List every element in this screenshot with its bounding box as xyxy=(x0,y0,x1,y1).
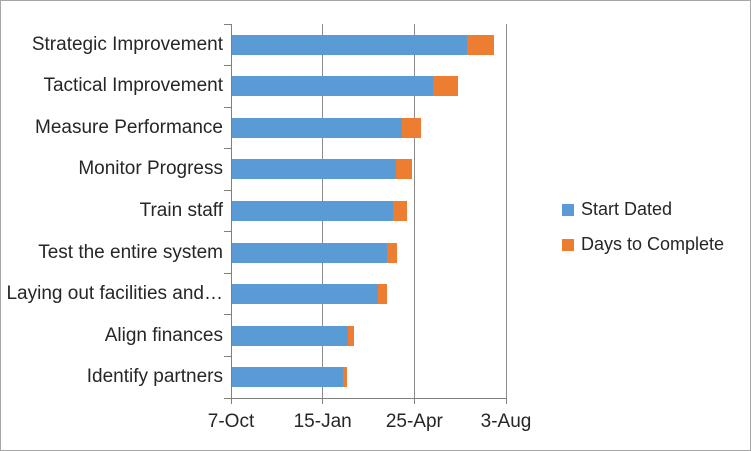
bar-start-dated[interactable] xyxy=(232,325,348,346)
category-axis-tick xyxy=(224,148,231,150)
category-axis-tick xyxy=(224,272,231,274)
date-axis-label: 25-Apr xyxy=(385,411,443,432)
task-bar-row xyxy=(232,284,387,305)
category-axis-tick xyxy=(224,397,231,399)
category-axis-tick xyxy=(224,65,231,67)
bar-start-dated[interactable] xyxy=(232,76,433,97)
bar-start-dated[interactable] xyxy=(232,34,467,55)
date-axis-line xyxy=(231,398,506,399)
bar-days-to-complete[interactable] xyxy=(377,284,387,305)
category-label: Monitor Progress xyxy=(78,158,223,180)
category-axis-tick xyxy=(224,23,231,25)
task-bar-row xyxy=(232,117,421,138)
bar-days-to-complete[interactable] xyxy=(401,117,421,138)
bar-days-to-complete[interactable] xyxy=(432,76,458,97)
legend-entry-days-to-complete[interactable]: Days to Complete xyxy=(562,233,724,256)
category-label: Tactical Improvement xyxy=(43,75,223,97)
legend-label-start-dated: Start Dated xyxy=(581,199,673,219)
legend-swatch-start-dated xyxy=(562,203,574,216)
major-gridline xyxy=(413,24,415,398)
bar-start-dated[interactable] xyxy=(232,242,387,263)
category-axis-tick xyxy=(224,189,231,191)
task-bar-row xyxy=(232,159,412,180)
bar-days-to-complete[interactable] xyxy=(466,34,495,55)
category-label: Align finances xyxy=(104,324,223,346)
date-axis-tick xyxy=(505,398,507,404)
major-gridline xyxy=(505,24,507,398)
legend-entry-start-dated[interactable]: Start Dated xyxy=(562,198,724,221)
legend: Start Dated Days to Complete xyxy=(562,198,724,268)
bar-start-dated[interactable] xyxy=(232,201,394,221)
date-axis-tick xyxy=(413,398,415,404)
task-bar-row xyxy=(232,325,354,346)
bar-days-to-complete[interactable] xyxy=(393,201,408,221)
bar-days-to-complete[interactable] xyxy=(386,242,397,263)
date-axis-tick xyxy=(322,398,324,404)
category-axis-line xyxy=(231,24,232,398)
category-axis-tick xyxy=(224,355,231,357)
bar-days-to-complete[interactable] xyxy=(347,325,354,346)
date-axis-label: 7-Oct xyxy=(207,411,255,432)
category-label: Test the entire system xyxy=(38,241,223,263)
task-bar-row xyxy=(232,201,408,221)
bar-start-dated[interactable] xyxy=(232,367,343,388)
date-axis-label: 15-Jan xyxy=(293,411,352,432)
legend-swatch-days-to-complete xyxy=(562,238,574,251)
category-axis-tick xyxy=(224,231,231,233)
task-bar-row xyxy=(232,76,458,97)
task-bar-row xyxy=(232,367,347,388)
bar-start-dated[interactable] xyxy=(232,284,378,305)
bar-days-to-complete[interactable] xyxy=(396,159,412,180)
category-label: Train staff xyxy=(139,199,223,221)
date-axis-tick xyxy=(230,398,232,404)
legend-label-days-to-complete: Days to Complete xyxy=(581,234,725,254)
category-label: Measure Performance xyxy=(35,116,223,138)
category-label: Identify partners xyxy=(86,366,223,388)
bar-start-dated[interactable] xyxy=(232,159,397,180)
bar-days-to-complete[interactable] xyxy=(342,367,347,388)
category-axis-tick xyxy=(224,314,231,316)
bar-start-dated[interactable] xyxy=(232,117,402,138)
category-axis-tick xyxy=(224,106,231,108)
category-label: Laying out facilities and… xyxy=(6,283,223,305)
date-axis-label: 3-Aug xyxy=(480,411,532,432)
category-label: Strategic Improvement xyxy=(31,33,223,55)
task-bar-row xyxy=(232,34,495,55)
task-bar-row xyxy=(232,242,397,263)
